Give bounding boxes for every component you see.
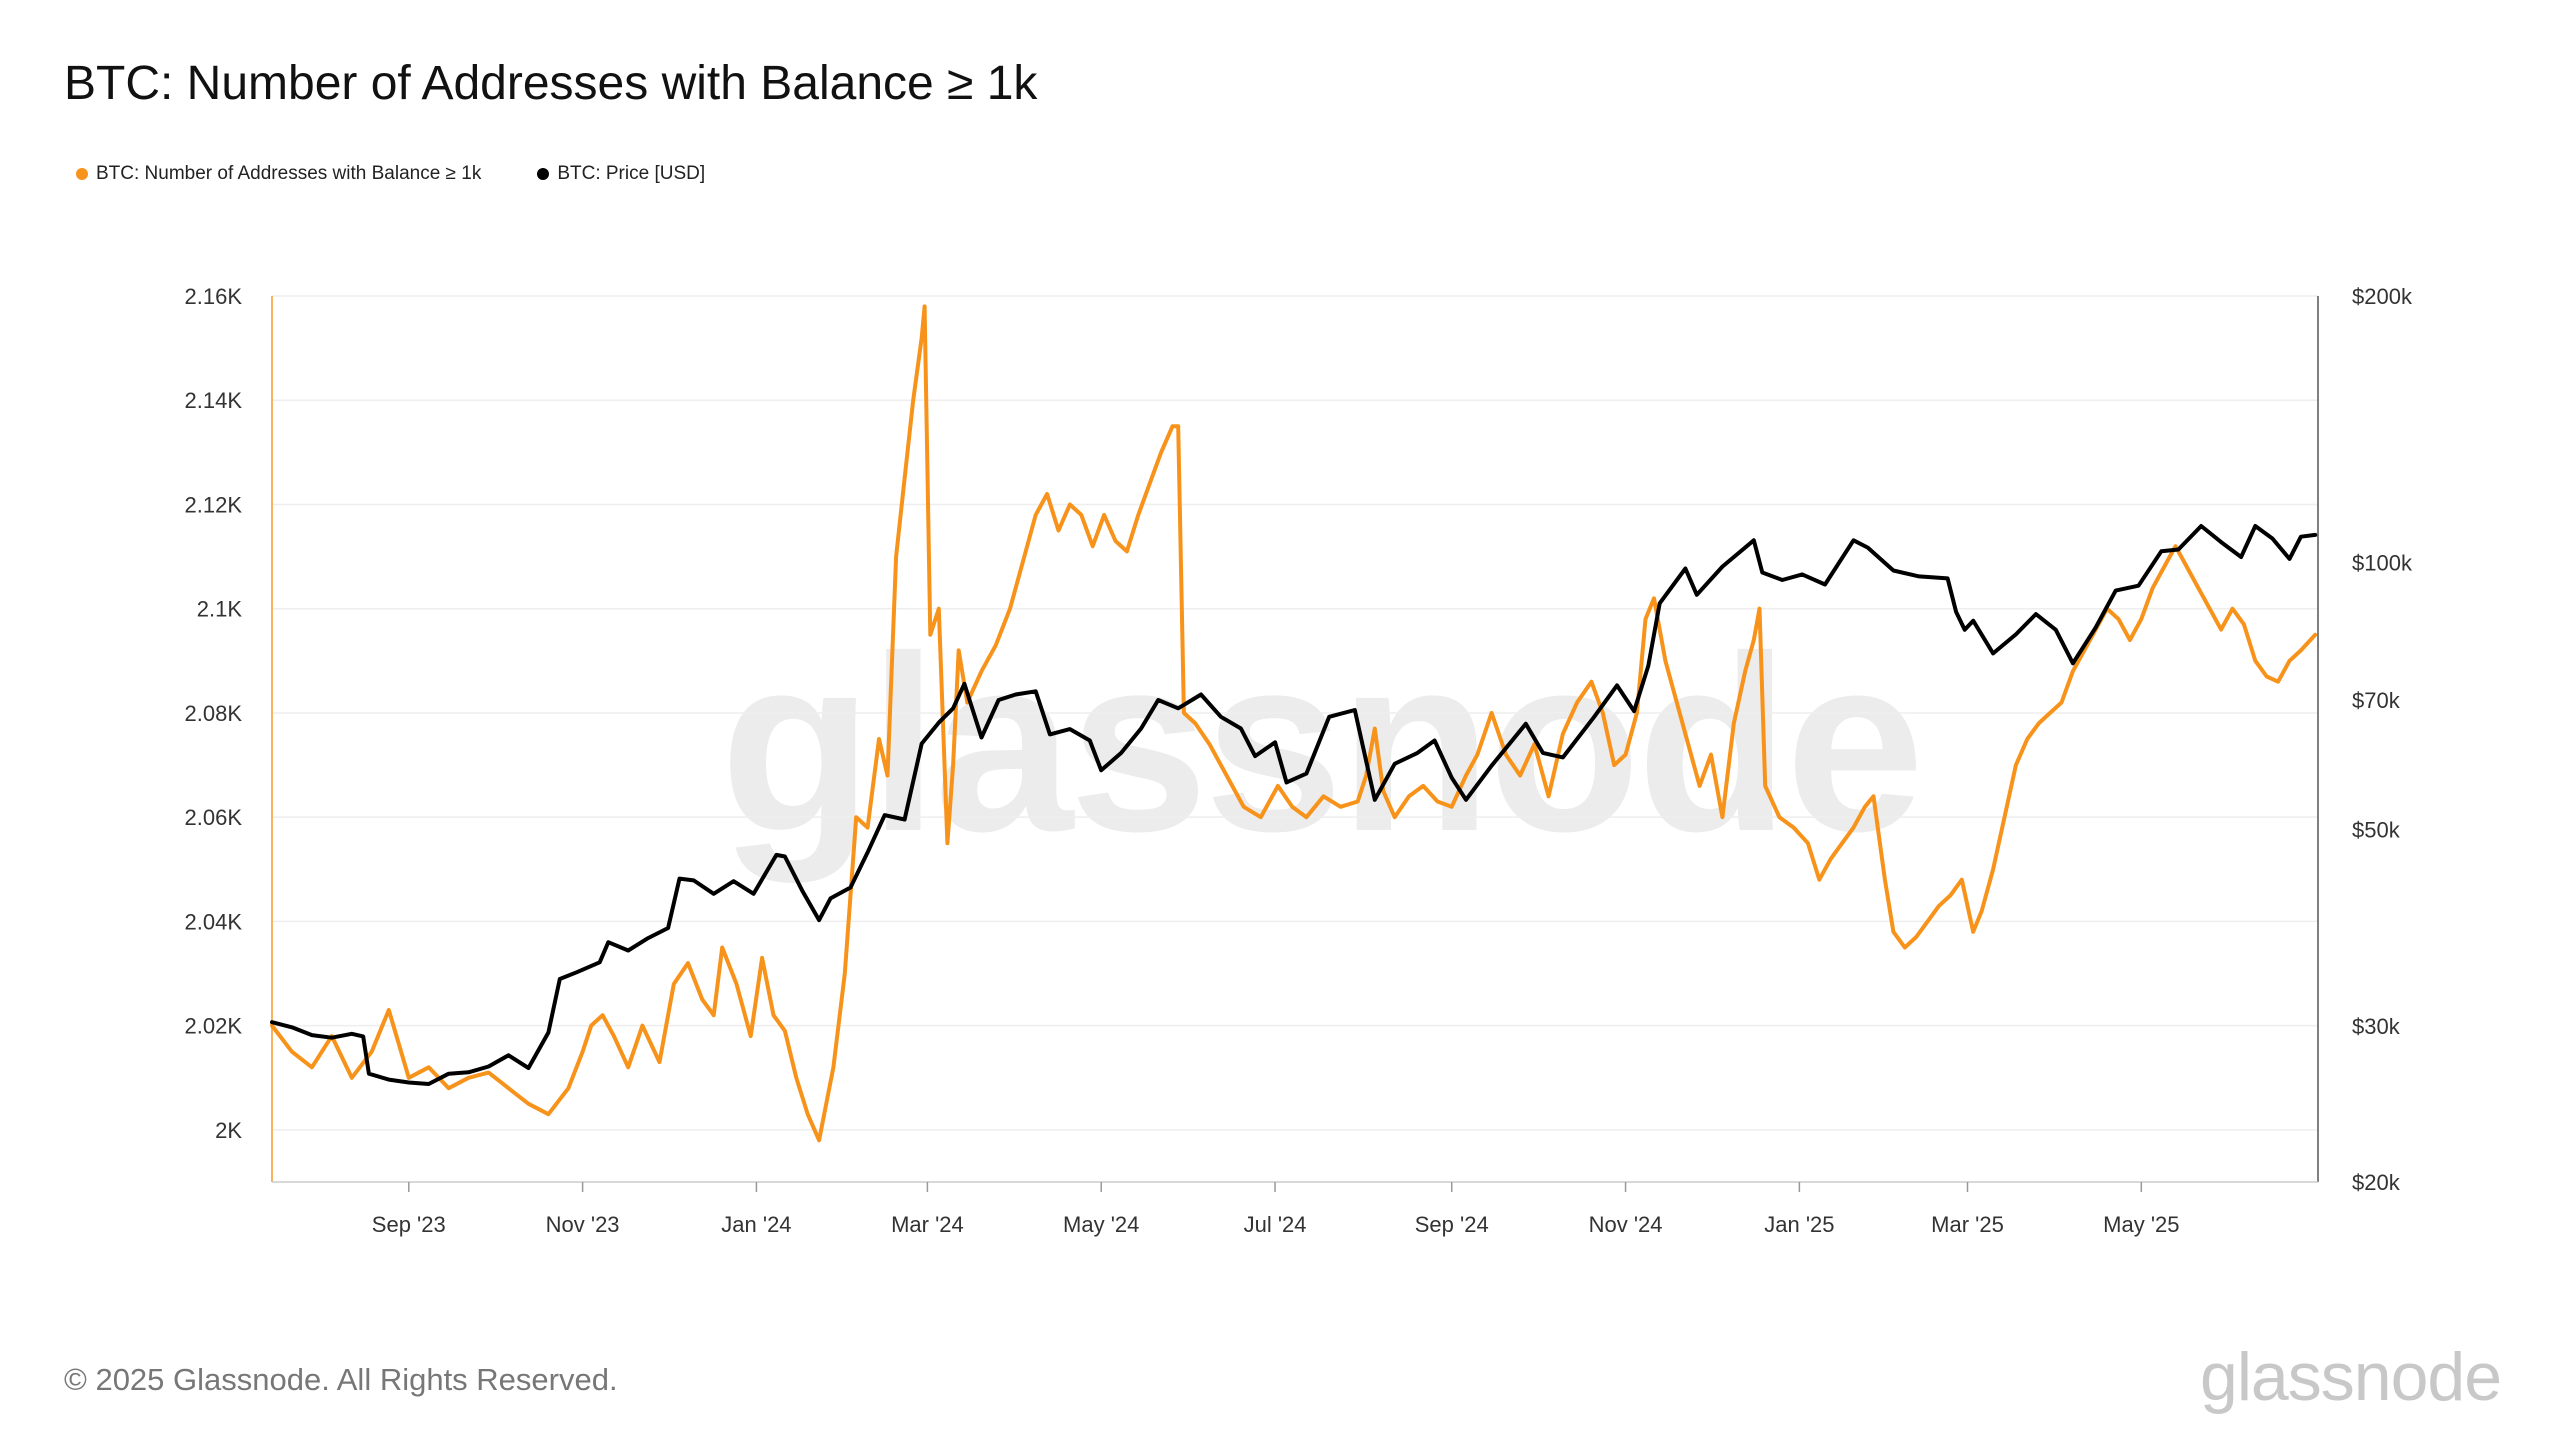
axes [271,296,2319,1183]
x-ticks: Sep '23 Nov '23 Jan '24 Mar '24 May '24 Jul '… [372,1182,2180,1237]
y-right-tick-label: $200k [2352,284,2413,309]
legend-label-addresses: BTC: Number of Addresses with Balance ≥ … [96,163,482,184]
y-left-tick-label: 2.16K [185,284,243,309]
y-right-tick-label: $100k [2352,551,2413,576]
y-left-tick-label: 2.14K [185,388,243,413]
y-left-tick-label: 2.02K [185,1014,243,1039]
x-tick-label: Nov '24 [1589,1212,1663,1237]
legend: BTC: Number of Addresses with Balance ≥ … [76,163,705,185]
y-right-tick-label: $50k [2352,817,2401,842]
legend-item-addresses[interactable]: BTC: Number of Addresses with Balance ≥ … [76,163,481,185]
addresses-series-line [270,304,2318,1143]
legend-item-price[interactable]: BTC: Price [USD] [537,163,705,185]
price-series-line [270,524,2318,1086]
x-tick-label: Jul '24 [1244,1212,1307,1237]
x-tick-label: Jan '25 [1764,1212,1834,1237]
y-left-tick-label: 2.04K [185,909,243,934]
y-left-tick-label: 2.1K [197,597,243,622]
legend-label-price: BTC: Price [USD] [557,163,706,184]
x-tick-label: Jan '24 [721,1212,791,1237]
y-left-tick-label: 2.06K [185,805,243,830]
y-right-tick-label: $30k [2352,1014,2401,1039]
x-tick-label: Sep '23 [372,1212,446,1237]
x-tick-label: Mar '25 [1931,1212,2004,1237]
y-left-tick-label: 2K [215,1118,242,1143]
x-tick-label: Nov '23 [546,1212,620,1237]
x-tick-label: Mar '24 [891,1212,964,1237]
y-left-ticks: 2K 2.02K 2.04K 2.06K 2.08K 2.1K 2.12K 2.14K 2.16… [185,284,243,1143]
legend-dot-price-icon [537,168,550,180]
grid-lines [272,295,2318,1131]
y-right-ticks: $20k $30k $50k $70k $100k $200k [2352,284,2413,1195]
y-left-tick-label: 2.08K [185,701,243,726]
y-right-tick-label: $20k [2352,1170,2401,1195]
y-left-tick-label: 2.12K [185,492,243,517]
legend-dot-addresses-icon [76,168,88,180]
copyright-footer: © 2025 Glassnode. All Rights Reserved. [64,1362,618,1397]
y-right-tick-label: $70k [2352,688,2401,713]
chart-title: BTC: Number of Addresses with Balance ≥ … [64,57,1038,110]
x-tick-label: May '24 [1063,1212,1139,1237]
x-tick-label: May '25 [2103,1212,2179,1237]
series-lines [270,304,2318,1143]
glassnode-logo[interactable]: glassnode [2200,1339,2502,1415]
x-tick-label: Sep '24 [1415,1212,1489,1237]
